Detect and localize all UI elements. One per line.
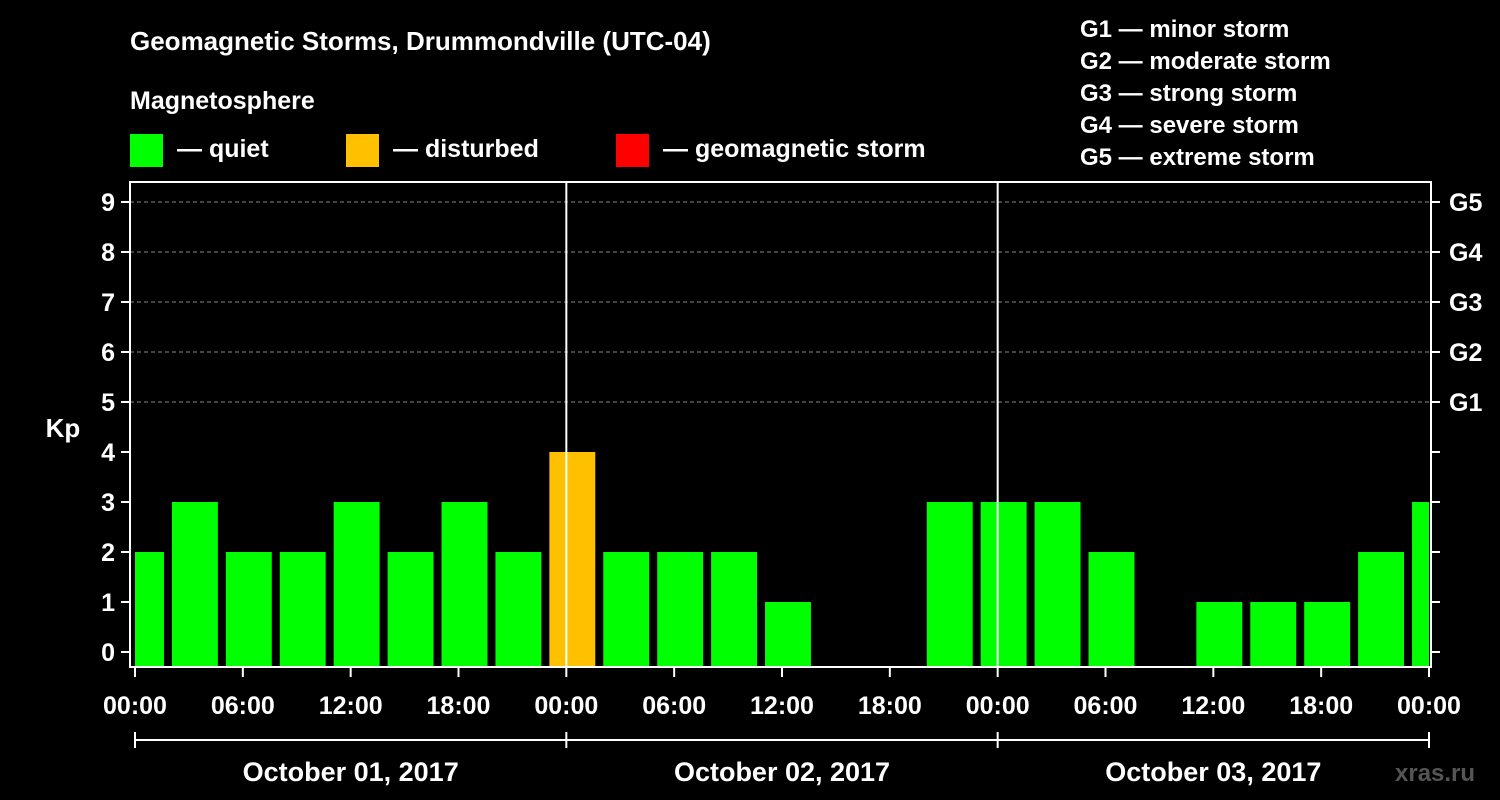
g-scale-label-g3: G3 bbox=[1449, 289, 1482, 317]
x-tick-label-5: 06:00 bbox=[642, 692, 706, 720]
watermark: xras.ru bbox=[1395, 760, 1475, 787]
y-tick-label-5: 5 bbox=[101, 389, 115, 417]
kp-bar-4 bbox=[333, 502, 380, 667]
plot-frame bbox=[129, 181, 1432, 668]
x-axis: 00:00 06:00 12:00 18:00 00:00 06:00 12:00 18:00… bbox=[103, 667, 1461, 720]
bars bbox=[135, 452, 1429, 667]
legend-swatch-quiet bbox=[130, 134, 163, 167]
x-tick-label-8: 00:00 bbox=[966, 692, 1030, 720]
kp-bar-21 bbox=[1250, 602, 1297, 667]
x-tick-label-4: 00:00 bbox=[534, 692, 598, 720]
kp-bar-20 bbox=[1196, 602, 1243, 667]
kp-bar-12 bbox=[765, 602, 811, 667]
y-tick-label-6: 6 bbox=[101, 339, 115, 367]
kp-bar-15 bbox=[926, 502, 973, 667]
chart-title: Geomagnetic Storms, Drummondville (UTC-0… bbox=[130, 26, 711, 56]
g-scale-axis: G1 G2 G3 G4 G5 bbox=[1431, 189, 1482, 653]
kp-bar-24 bbox=[1412, 502, 1429, 667]
legend-label-disturbed: — disturbed bbox=[393, 135, 539, 163]
y-tick-label-2: 2 bbox=[101, 539, 115, 567]
legend-label-storm: — geomagnetic storm bbox=[663, 135, 926, 163]
kp-bar-23 bbox=[1358, 552, 1405, 667]
kp-bar-18 bbox=[1088, 552, 1135, 667]
kp-bar-7 bbox=[495, 552, 542, 667]
y-tick-label-0: 0 bbox=[101, 639, 115, 667]
x-tick-label-11: 18:00 bbox=[1289, 692, 1353, 720]
x-tick-label-1: 06:00 bbox=[211, 692, 275, 720]
y-tick-label-7: 7 bbox=[101, 289, 115, 317]
x-tick-label-12: 00:00 bbox=[1397, 692, 1461, 720]
day-boundary-lines bbox=[565, 182, 999, 667]
y-tick-label-9: 9 bbox=[101, 189, 115, 217]
y-tick-label-8: 8 bbox=[101, 239, 115, 267]
g-scale-label-g2: G2 bbox=[1449, 339, 1482, 367]
g-scale-label-g1: G1 bbox=[1449, 389, 1482, 417]
legend-swatch-storm bbox=[616, 134, 649, 167]
kp-bar-0 bbox=[135, 552, 164, 667]
date-label-1: October 02, 2017 bbox=[674, 757, 890, 787]
kp-bar-17 bbox=[1034, 502, 1081, 667]
kp-bar-11 bbox=[711, 552, 758, 667]
scale-legend-g1: G1 — minor storm bbox=[1080, 16, 1289, 43]
scale-legend-g5: G5 — extreme storm bbox=[1080, 144, 1315, 171]
g-scale-label-g4: G4 bbox=[1449, 239, 1482, 267]
scale-legend-g4: G4 — severe storm bbox=[1080, 112, 1299, 139]
date-label-2: October 03, 2017 bbox=[1105, 757, 1321, 787]
x-tick-label-2: 12:00 bbox=[319, 692, 383, 720]
x-tick-label-0: 00:00 bbox=[103, 692, 167, 720]
legend-label-quiet: — quiet bbox=[177, 135, 269, 163]
y-tick-label-4: 4 bbox=[101, 439, 115, 467]
y-tick-label-1: 1 bbox=[101, 589, 115, 617]
kp-bar-6 bbox=[441, 502, 488, 667]
kp-bar-1 bbox=[171, 502, 218, 667]
scale-legend-g3: G3 — strong storm bbox=[1080, 80, 1297, 107]
status-legend: — quiet — disturbed — geomagnetic storm bbox=[130, 134, 926, 167]
date-label-0: October 01, 2017 bbox=[243, 757, 459, 787]
kp-bar-5 bbox=[387, 552, 434, 667]
kp-bar-2 bbox=[225, 552, 272, 667]
x-tick-label-7: 18:00 bbox=[858, 692, 922, 720]
date-axis: October 01, 2017 October 02, 2017 October … bbox=[134, 732, 1430, 787]
scale-legend-g2: G2 — moderate storm bbox=[1080, 48, 1331, 75]
y-tick-label-3: 3 bbox=[101, 489, 115, 517]
legend-swatch-disturbed bbox=[346, 134, 379, 167]
chart-subtitle: Magnetosphere bbox=[130, 87, 315, 115]
kp-bar-3 bbox=[279, 552, 326, 667]
y-axis: 0 1 2 3 4 5 6 7 8 9 bbox=[101, 189, 130, 667]
x-tick-label-10: 12:00 bbox=[1181, 692, 1245, 720]
kp-bar-10 bbox=[657, 552, 704, 667]
g-scale-label-g5: G5 bbox=[1449, 189, 1482, 217]
kp-bar-9 bbox=[603, 552, 650, 667]
gridlines bbox=[130, 201, 1431, 403]
kp-bar-8 bbox=[549, 452, 596, 667]
x-tick-label-9: 06:00 bbox=[1074, 692, 1138, 720]
kp-bar-22 bbox=[1304, 602, 1351, 667]
scale-legend: G1 — minor storm G2 — moderate storm G3 … bbox=[1080, 16, 1331, 171]
x-tick-label-6: 12:00 bbox=[750, 692, 814, 720]
kp-bar-16 bbox=[980, 502, 1027, 667]
x-tick-label-3: 18:00 bbox=[427, 692, 491, 720]
y-axis-label: Kp bbox=[46, 413, 81, 443]
